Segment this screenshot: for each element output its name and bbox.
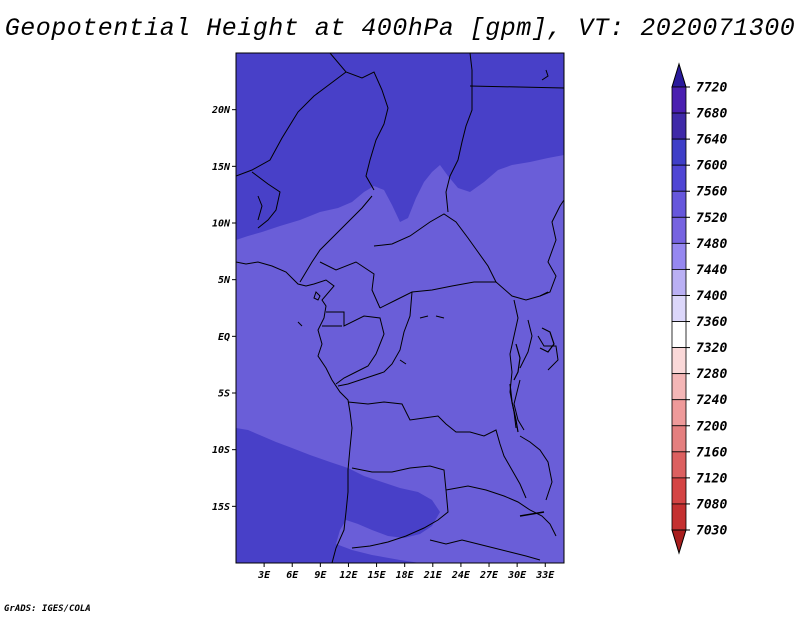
colorbar-tick-label: 7160 [696,445,727,460]
lon-tick-label: 27E [479,570,499,581]
colorbar-tick-label: 7360 [696,315,727,330]
lon-tick-label: 18E [396,570,415,581]
lon-tick-label: 21E [423,570,443,581]
colorbar-segment [671,216,687,244]
map-frame [235,52,565,564]
lat-tick-label: 20N [211,105,231,116]
colorbar-segment [671,164,687,192]
colorbar-tick-label: 7720 [696,81,727,96]
colorbar-segment [671,190,687,218]
lat-tick-label: 10N [212,219,231,230]
colorbar-tick-label: 7440 [696,263,727,278]
colorbar-segment [671,86,687,114]
colorbar-tick-label: 7280 [696,367,727,382]
country-borders [236,53,564,563]
colorbar-segment [671,399,687,427]
colorbar-segment [671,425,687,453]
colorbar-tick-label: 7680 [696,107,727,122]
lon-tick-label: 33E [535,570,555,581]
colorbar-segment [671,112,687,140]
lon-tick-label: 12E [339,570,358,581]
credit-label: GrADS: IGES/COLA [4,604,91,614]
colorbar-tick-label: 7560 [696,185,727,200]
contour-fill-7600-north [236,53,564,240]
lat-tick-label: EQ [218,332,230,343]
colorbar-segment [671,373,687,401]
lat-tick-label: 5N [218,275,231,286]
colorbar: 7720 7680 7640 7600 7560 7520 7480 7440 7400 7360… [671,62,727,555]
colorbar-tick-label: 7640 [696,133,727,148]
colorbar-tick-label: 7120 [696,471,727,486]
lon-tick-label: 6E [286,570,299,581]
lon-tick-label: 9E [314,570,327,581]
chart-title: Geopotential Height at 400hPa [gpm], VT:… [4,14,796,43]
colorbar-tick-label: 7480 [696,237,727,252]
colorbar-tick-label: 7520 [696,211,727,226]
lat-tick-label: 15S [212,502,230,513]
lat-tick-label: 15N [212,162,231,173]
colorbar-bottom-triangle [671,529,687,555]
colorbar-segment [671,242,687,270]
longitude-axis: 3E 6E 9E 12E 15E 18E 21E 24E 27E 30E 33E [257,563,555,581]
lon-tick-label: 24E [451,570,471,581]
colorbar-tick-label: 7240 [696,393,727,408]
colorbar-segment [671,321,687,348]
colorbar-segment [671,269,687,296]
colorbar-segment [671,503,687,531]
lat-tick-label: 5S [218,389,230,400]
colorbar-segment [671,347,687,375]
colorbar-tick-label: 7320 [696,341,727,356]
colorbar-segment [671,477,687,505]
colorbar-segment [671,451,687,479]
colorbar-tick-label: 7200 [696,419,727,434]
latitude-axis: 20N 15N 10N 5N EQ 5S 10S 15S [211,105,236,513]
colorbar-tick-label: 7030 [696,524,727,539]
colorbar-tick-label: 7400 [696,289,727,304]
colorbar-top-triangle [671,62,687,88]
contour-fill-7600-south [236,428,440,563]
lon-tick-label: 3E [257,570,271,581]
colorbar-segment [671,138,687,166]
lon-tick-label: 15E [368,570,387,581]
lon-tick-label: 30E [507,570,527,581]
colorbar-tick-label: 7080 [696,497,727,512]
lat-tick-label: 10S [212,445,230,456]
colorbar-segment [671,295,687,322]
colorbar-tick-label: 7600 [696,159,727,174]
